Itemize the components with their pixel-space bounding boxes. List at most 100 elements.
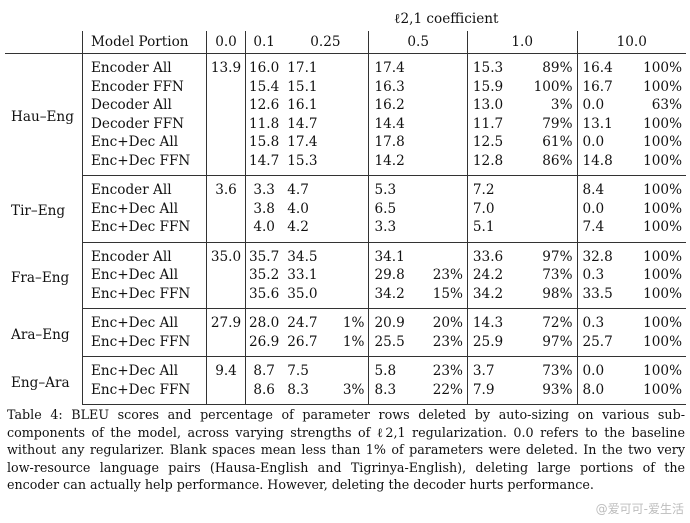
table-row: Hau–Eng Encoder All 13.9 16.0 17.1 17.4 15.3 89… xyxy=(5,53,686,125)
bleu-0-cell xyxy=(206,218,246,243)
bleu-05-cell: 25.5 xyxy=(368,332,419,357)
model-portion-cell: Enc+Dec FFN xyxy=(82,380,207,405)
bleu-0-cell xyxy=(206,96,246,115)
pct-025-cell xyxy=(332,266,369,285)
pct-025-cell xyxy=(332,242,369,266)
pct-025-cell: 1% xyxy=(342,315,365,331)
bleu-01-cell: 4.0 xyxy=(245,218,283,243)
bleu-0-cell: 3.6 xyxy=(206,175,246,200)
bleu-100-cell: 16.7 xyxy=(576,77,627,96)
bleu-025-cell: 4.2 xyxy=(282,218,332,243)
model-portion-cell: Enc+Dec FFN xyxy=(82,151,207,176)
bleu-100-cell: 32.8 xyxy=(576,242,627,266)
bleu-0-cell xyxy=(206,332,246,357)
bleu-0-cell: 9.4 xyxy=(206,356,246,381)
bleu-10-cell: 7.2 xyxy=(466,175,518,200)
bleu-100-cell: 0.0 xyxy=(576,356,627,381)
pct-10-cell: 73% xyxy=(542,363,573,379)
pct-100-cell: 100% xyxy=(626,332,686,357)
coefficient-label: ℓ2,1 coefficient xyxy=(393,11,499,27)
results-table: ℓ2,1 coefficient Model Portion 0.0 0.1 0… xyxy=(5,8,686,405)
pct-10-cell: 97% xyxy=(542,248,573,265)
pct-100-cell: 100% xyxy=(643,267,682,283)
model-portion-cell: Decoder All xyxy=(82,96,207,115)
pct-100-cell: 100% xyxy=(626,380,686,405)
pct-025-cell xyxy=(332,200,369,219)
col-header-0: 0.0 xyxy=(206,30,246,54)
pct-10-cell: 86% xyxy=(517,151,577,176)
bleu-10-cell: 12.5 xyxy=(466,133,518,152)
pct-100-cell: 100% xyxy=(643,134,682,150)
model-portion-cell: Enc+Dec FFN xyxy=(82,332,207,357)
bleu-100-cell: 0.0 xyxy=(576,199,627,218)
language-pair-label: Eng–Ara xyxy=(11,374,70,391)
pct-05-cell xyxy=(419,54,468,78)
bleu-05-cell: 20.9 xyxy=(368,308,419,333)
bleu-05-cell: 5.8 xyxy=(368,356,419,381)
bleu-10-cell: 33.6 xyxy=(466,242,518,266)
pct-025-cell xyxy=(332,96,369,115)
pct-05-cell xyxy=(419,242,468,266)
pct-10-cell: 93% xyxy=(517,380,577,405)
pct-100-cell: 100% xyxy=(626,284,686,309)
bleu-01-cell: 26.9 xyxy=(245,332,283,357)
pct-05-cell xyxy=(419,133,468,152)
language-pair-label: Fra–Eng xyxy=(11,269,70,286)
bleu-025-cell: 15.1 xyxy=(287,78,318,95)
bleu-05-cell: 16.3 xyxy=(368,77,419,96)
model-portion-cell: Enc+Dec All xyxy=(82,133,207,152)
bleu-01-cell: 15.8 xyxy=(245,133,283,152)
bleu-05-cell: 34.2 xyxy=(368,284,419,309)
language-pair-label: Hau–Eng xyxy=(11,109,74,125)
pct-05-cell xyxy=(418,218,468,243)
pct-100-cell: 100% xyxy=(643,182,682,198)
table-row: Eng–Ara Enc+Dec All 9.4 8.7 7.5 5.8 23% 3.7 73% 0… xyxy=(5,356,686,391)
pct-100-cell: 100% xyxy=(643,363,682,379)
pct-10-cell: 89% xyxy=(542,60,573,76)
table-row: Tir–Eng Encoder All 3.6 3.3 4.7 5.3 7.2 8.4 100% xyxy=(5,175,686,219)
bleu-01-cell: 3.8 xyxy=(245,199,283,218)
bleu-100-cell: 13.1 xyxy=(576,114,627,133)
bleu-10-cell: 7.9 xyxy=(466,380,518,405)
bleu-10-cell: 13.0 xyxy=(466,96,518,115)
bleu-0-cell xyxy=(206,199,246,218)
table-caption: Table 4: BLEU scores and percentage of p… xyxy=(7,407,685,493)
pct-05-cell xyxy=(419,96,468,115)
bleu-100-cell: 33.5 xyxy=(576,284,627,309)
bleu-0-cell xyxy=(206,114,246,133)
bleu-025-cell: 8.3 xyxy=(282,380,332,405)
pct-10-cell: 98% xyxy=(517,284,577,309)
pct-025-cell xyxy=(331,151,369,176)
pct-05-cell: 20% xyxy=(432,315,463,331)
bleu-100-cell: 14.8 xyxy=(576,151,627,176)
pct-100-cell: 100% xyxy=(643,115,682,132)
col-header-5: 10.0 xyxy=(576,30,686,54)
pct-05-cell: 15% xyxy=(418,284,468,309)
bleu-01-cell: 3.3 xyxy=(245,175,283,200)
bleu-025-cell: 34.5 xyxy=(287,248,318,265)
pct-05-cell xyxy=(419,176,468,200)
pct-025-cell xyxy=(332,133,369,152)
bleu-05-cell: 34.1 xyxy=(368,242,419,266)
bleu-100-cell: 0.3 xyxy=(576,308,627,333)
bleu-10-cell: 34.2 xyxy=(466,284,518,309)
table-row: Enc+Dec All 15.8 17.4 17.8 12.5 61% 0.0 100% xyxy=(5,133,686,152)
pct-100-cell: 100% xyxy=(626,218,686,243)
watermark: @爱可可-爱生活 xyxy=(595,502,684,516)
bleu-05-cell: 29.8 xyxy=(368,266,419,285)
table-row: Enc+Dec FFN 4.0 4.2 3.3 5.1 7.4 100% xyxy=(5,218,686,243)
bleu-01-cell: 35.7 xyxy=(245,242,283,266)
language-pair-label: Ara–Eng xyxy=(11,326,70,343)
pct-100-cell: 100% xyxy=(643,200,682,217)
model-portion-header: Model Portion xyxy=(82,30,207,54)
bleu-10-cell: 15.3 xyxy=(466,53,518,78)
pct-10-cell: 61% xyxy=(542,134,573,150)
pct-025-cell xyxy=(332,78,369,97)
pct-10-cell: 79% xyxy=(542,115,573,132)
col-header-2: 0.25 xyxy=(282,30,369,54)
bleu-05-cell: 16.2 xyxy=(368,96,419,115)
pct-100-cell: 100% xyxy=(643,78,682,95)
bleu-10-cell: 25.9 xyxy=(466,332,518,357)
model-portion-cell: Enc+Dec All xyxy=(82,266,207,285)
bleu-100-cell: 8.0 xyxy=(576,380,627,405)
